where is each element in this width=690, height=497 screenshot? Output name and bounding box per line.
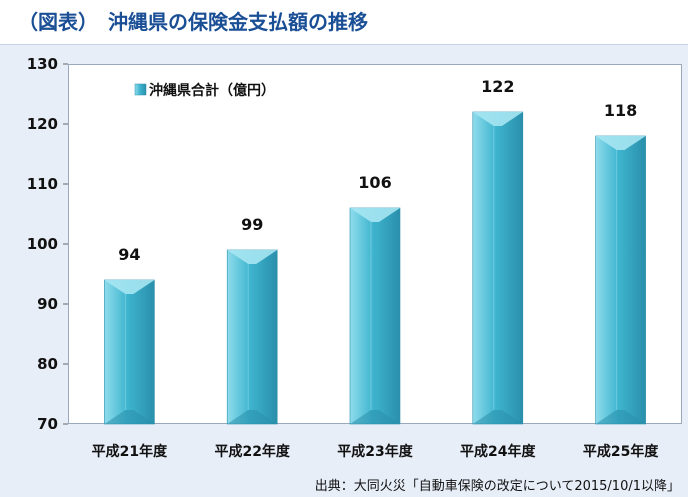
y-tick-label: 90 [37,295,58,313]
x-tick-label: 平成24年度 [460,443,536,460]
y-tick-label: 120 [27,115,58,133]
x-tick-label: 平成22年度 [214,443,290,460]
bar-body [104,279,155,425]
bar [226,249,278,425]
bar-body [472,111,524,425]
page-title: （図表） 沖縄県の保険金支払額の推移 [18,10,368,34]
y-tick-label: 110 [27,175,58,193]
data-label: 106 [358,173,391,192]
data-label: 118 [604,101,637,120]
legend-swatch [134,83,147,96]
bar [595,135,646,425]
x-tick-label: 平成23年度 [337,443,413,460]
data-labels: 94 99 106 122 118 [118,77,637,264]
bar [349,207,401,425]
bar-base [104,410,155,424]
bar-base [350,410,400,424]
bar-cap [350,208,400,222]
y-tick-label: 80 [37,355,58,373]
legend-label: 沖縄県合計（億円） [149,82,275,99]
x-axis: 平成21年度 平成22年度 平成23年度 平成24年度 平成25年度 [92,443,660,460]
bar-cap [472,112,523,126]
bar [104,279,155,425]
bar-cap [227,250,278,264]
bars [104,111,646,425]
y-tick-label: 130 [27,55,58,73]
source-note: 出典：大同火災「自動車保険の改定について2015/10/1以降」 [314,479,680,494]
x-tick-label: 平成21年度 [92,443,168,460]
bar-base [472,410,523,424]
bar-base [227,410,278,424]
bar-body [349,207,401,425]
y-tick-label: 70 [37,415,58,433]
bar-cap [104,280,155,294]
data-label: 122 [481,77,514,96]
bar-base [595,410,646,424]
bar-body [226,249,278,425]
y-tick-label: 100 [27,235,58,253]
bar-body [595,135,646,425]
bar [472,111,524,425]
data-label: 94 [118,245,140,264]
legend: 沖縄県合計（億円） [134,82,275,99]
bar-cap [595,136,646,150]
data-label: 99 [241,215,263,234]
y-axis: 70 80 90 100 110 120 130 [27,55,68,433]
x-tick-label: 平成25年度 [583,443,659,460]
